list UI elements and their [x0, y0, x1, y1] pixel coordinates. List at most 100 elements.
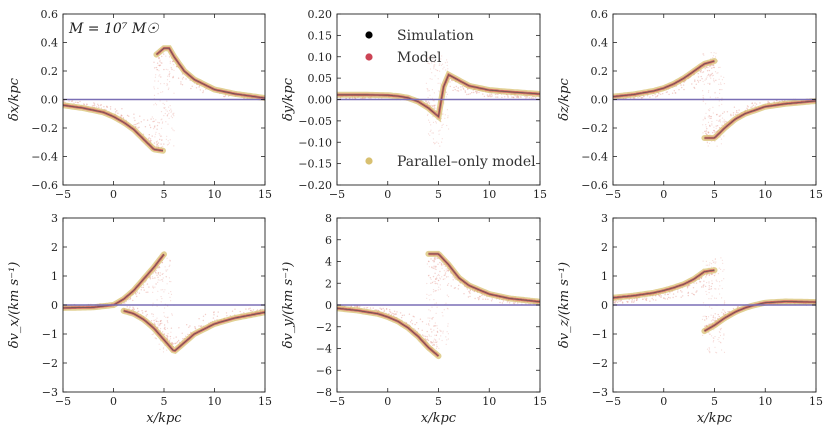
- scatter-point: [454, 88, 456, 91]
- scatter-point: [162, 277, 164, 279]
- scatter-point: [719, 328, 721, 330]
- scatter-point: [427, 88, 429, 90]
- scatter-point: [489, 95, 491, 97]
- scatter-point: [160, 135, 162, 138]
- scatter-point: [694, 80, 696, 83]
- scatter-point: [534, 96, 537, 99]
- scatter-point: [419, 318, 422, 320]
- scatter-point: [532, 97, 534, 99]
- scatter-point: [446, 93, 449, 95]
- scatter-point: [437, 289, 439, 291]
- scatter-point: [168, 56, 171, 58]
- scatter-point: [159, 325, 161, 327]
- y-tick-label: −4: [316, 343, 332, 356]
- scatter-point: [710, 314, 712, 316]
- scatter-point: [427, 339, 430, 342]
- scatter-point: [158, 70, 160, 72]
- scatter-point: [445, 270, 447, 272]
- x-tick-label: 0: [660, 188, 667, 201]
- scatter-point: [159, 348, 161, 350]
- scatter-point: [723, 300, 726, 302]
- scatter-point: [434, 64, 436, 66]
- scatter-point: [707, 91, 710, 93]
- scatter-point: [428, 324, 430, 326]
- scatter-point: [712, 261, 715, 263]
- scatter-point: [359, 305, 361, 307]
- scatter-point: [167, 269, 169, 271]
- scatter-point: [163, 324, 166, 326]
- scatter-point: [432, 61, 434, 63]
- scatter-point: [433, 343, 435, 346]
- scatter-point: [163, 312, 165, 314]
- scatter-point: [160, 139, 163, 141]
- scatter-point: [733, 106, 736, 108]
- x-tick-label: 0: [384, 188, 391, 201]
- scatter-point: [709, 142, 711, 144]
- scatter-point: [705, 264, 707, 266]
- scatter-point: [436, 346, 438, 348]
- y-tick-label: 0.15: [308, 29, 333, 42]
- scatter-point: [143, 119, 145, 121]
- scatter-point: [412, 315, 414, 317]
- model-band-dvx-0: [63, 253, 166, 310]
- scatter-point: [437, 279, 439, 281]
- scatter-point: [702, 302, 705, 304]
- scatter-point: [167, 140, 169, 142]
- scatter-point: [709, 117, 711, 120]
- scatter-point: [439, 288, 441, 290]
- scatter-point: [435, 107, 437, 109]
- scatter-point: [709, 333, 711, 335]
- scatter-point: [632, 97, 635, 99]
- scatter-point: [157, 80, 159, 82]
- scatter-point: [715, 79, 717, 81]
- scatter-point: [433, 267, 435, 269]
- scatter-point: [652, 94, 654, 97]
- scatter-point: [468, 290, 470, 293]
- scatter-point: [165, 121, 167, 123]
- scatter-point: [445, 91, 447, 94]
- scatter-point: [142, 312, 144, 314]
- scatter-point: [243, 312, 245, 314]
- scatter-point: [161, 322, 163, 324]
- scatter-point: [433, 259, 436, 261]
- scatter-point: [389, 310, 391, 313]
- scatter-point: [439, 82, 441, 84]
- scatter-point: [714, 262, 716, 264]
- scatter-point: [435, 278, 437, 280]
- scatter-point: [672, 296, 674, 299]
- scatter-point: [428, 266, 430, 268]
- scatter-point: [495, 96, 497, 98]
- scatter-point: [631, 301, 633, 303]
- scatter-point: [399, 312, 402, 314]
- y-tick-label: −6: [316, 364, 332, 377]
- scatter-point: [719, 89, 721, 91]
- scatter-point: [714, 288, 716, 290]
- scatter-point: [152, 277, 154, 280]
- scatter-point: [117, 112, 119, 115]
- scatter-point: [714, 131, 716, 133]
- scatter-point: [439, 270, 441, 273]
- scatter-point: [200, 325, 202, 327]
- scatter-point: [157, 142, 160, 144]
- scatter-point: [715, 127, 717, 129]
- scatter-point: [165, 276, 167, 278]
- scatter-point: [708, 350, 710, 352]
- scatter-point: [706, 128, 708, 130]
- scatter-point: [158, 60, 161, 62]
- scatter-point: [705, 276, 707, 278]
- scatter-point: [167, 88, 169, 91]
- scatter-point: [434, 281, 436, 283]
- scatter-point: [688, 284, 691, 287]
- scatter-point: [198, 86, 200, 88]
- scatter-point: [704, 79, 706, 81]
- scatter-point: [217, 311, 219, 313]
- scatter-point: [128, 115, 130, 117]
- scatter-point: [696, 290, 698, 292]
- plot-area-dz: [613, 52, 816, 147]
- scatter-point: [433, 92, 435, 94]
- scatter-point: [166, 100, 168, 102]
- scatter-point: [355, 305, 357, 307]
- scatter-point: [166, 320, 169, 322]
- scatter-point: [706, 70, 709, 72]
